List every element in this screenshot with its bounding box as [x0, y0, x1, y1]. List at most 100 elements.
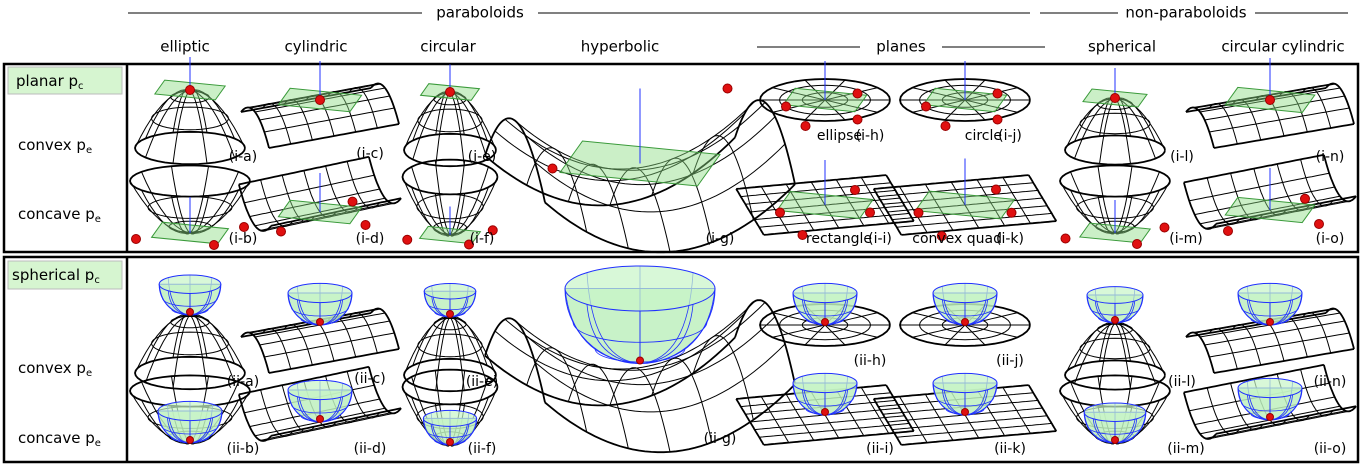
- contact-point: [822, 319, 829, 326]
- contact-point: [941, 122, 950, 131]
- sphere-rim: [159, 275, 221, 293]
- section-title: planar pc: [16, 72, 84, 93]
- contact-point: [1267, 319, 1274, 326]
- contact-point: [993, 89, 1002, 98]
- row-sub: e: [95, 438, 101, 449]
- contact-point: [187, 309, 194, 316]
- group-label: paraboloids: [436, 4, 524, 22]
- panel-caption: rectangle: [806, 231, 872, 247]
- panel-label: (i-k): [996, 231, 1024, 247]
- contact-point: [1112, 317, 1119, 324]
- sphere-rim: [288, 380, 352, 399]
- panel-label: (ii-o): [1314, 441, 1347, 457]
- panel: [135, 275, 245, 389]
- panel-label: (ii-j): [996, 353, 1024, 369]
- contact-point: [782, 102, 791, 111]
- contact-point: [776, 208, 785, 217]
- panel-caption: convex quad: [912, 231, 1002, 247]
- group-label: non-paraboloids: [1125, 4, 1246, 22]
- contact-point: [637, 357, 644, 364]
- contact-point: [1160, 223, 1169, 232]
- sphere-rim: [933, 283, 997, 302]
- panel-label: (ii-b): [227, 441, 260, 457]
- panel: [1186, 283, 1354, 373]
- sphere-rim: [793, 283, 857, 302]
- contact-point: [853, 115, 862, 124]
- contact-point: [277, 227, 286, 236]
- panel: [241, 283, 399, 373]
- grid-curve: [805, 325, 825, 345]
- contact-point: [1007, 208, 1016, 217]
- contact-point: [1267, 414, 1274, 421]
- grid-curve: [1065, 135, 1165, 164]
- sphere-rim: [423, 410, 476, 426]
- contact-point: [851, 186, 860, 195]
- contact-point: [1111, 94, 1120, 103]
- group-label: planes: [876, 38, 926, 56]
- row-sub: e: [86, 368, 92, 379]
- contact-point: [866, 208, 875, 217]
- section-title: spherical pc: [12, 266, 100, 287]
- row-text: convex p: [18, 359, 86, 377]
- panel-label: (ii-e): [466, 374, 498, 390]
- panel: [736, 373, 914, 445]
- panel-label: (i-f): [470, 231, 495, 247]
- row-label: concave pe: [18, 429, 101, 450]
- grid-curve: [1080, 113, 1150, 133]
- panel-label: (ii-g): [704, 431, 737, 447]
- contact-point: [993, 115, 1002, 124]
- contact-point: [922, 102, 931, 111]
- contact-point: [1301, 194, 1310, 203]
- sphere-rim: [158, 401, 222, 420]
- panel-label: (ii-m): [1167, 441, 1204, 457]
- panel: [1060, 375, 1170, 444]
- panel-label: (i-b): [229, 231, 258, 247]
- panel-label: (i-e): [468, 149, 496, 165]
- panel-label: (i-h): [856, 128, 885, 144]
- row-label: convex pe: [18, 136, 92, 157]
- panel-label: (i-l): [1170, 149, 1194, 165]
- row-text: convex p: [18, 136, 86, 154]
- contact-point: [1315, 220, 1324, 229]
- contact-point: [1112, 437, 1119, 444]
- contact-point: [992, 185, 1001, 194]
- contact-point: [723, 84, 732, 93]
- grid-curve: [130, 165, 250, 196]
- contact-point: [348, 197, 357, 206]
- panel-label: (ii-k): [994, 441, 1026, 457]
- panel: [760, 61, 890, 131]
- panel: [239, 157, 401, 236]
- row-label: convex pe: [18, 359, 92, 380]
- contact-point: [962, 319, 969, 326]
- panel-label: (i-g): [706, 231, 735, 247]
- contact-point: [186, 86, 195, 95]
- column-label: circular: [420, 38, 476, 56]
- sphere-rim: [288, 283, 352, 302]
- column-label: hyperbolic: [581, 38, 660, 56]
- sphere-rim: [565, 266, 715, 311]
- contact-point: [1266, 96, 1275, 105]
- panel-label: (i-n): [1316, 149, 1345, 165]
- sphere-rim: [1238, 378, 1302, 397]
- panel: [241, 61, 399, 148]
- panel-label: (ii-d): [354, 441, 387, 457]
- grid-curve: [241, 333, 269, 374]
- row-label: concave pe: [18, 205, 101, 226]
- panel-label: (i-o): [1316, 231, 1345, 247]
- contact-point: [962, 409, 969, 416]
- contact-point: [1061, 234, 1070, 243]
- panel: [1065, 287, 1165, 390]
- contact-point: [447, 311, 454, 318]
- title-text: spherical p: [12, 266, 94, 284]
- column-label: spherical: [1088, 38, 1156, 56]
- panel: [485, 266, 795, 452]
- sphere-rim: [1087, 287, 1143, 304]
- grid-curve: [965, 325, 985, 345]
- sphere-rim: [424, 284, 476, 299]
- contact-point: [1133, 240, 1142, 249]
- sphere-rim: [1238, 283, 1302, 302]
- grid-curve: [1186, 108, 1214, 149]
- contact-point: [801, 122, 810, 131]
- column-label: elliptic: [160, 38, 210, 56]
- grid-curve: [825, 325, 845, 345]
